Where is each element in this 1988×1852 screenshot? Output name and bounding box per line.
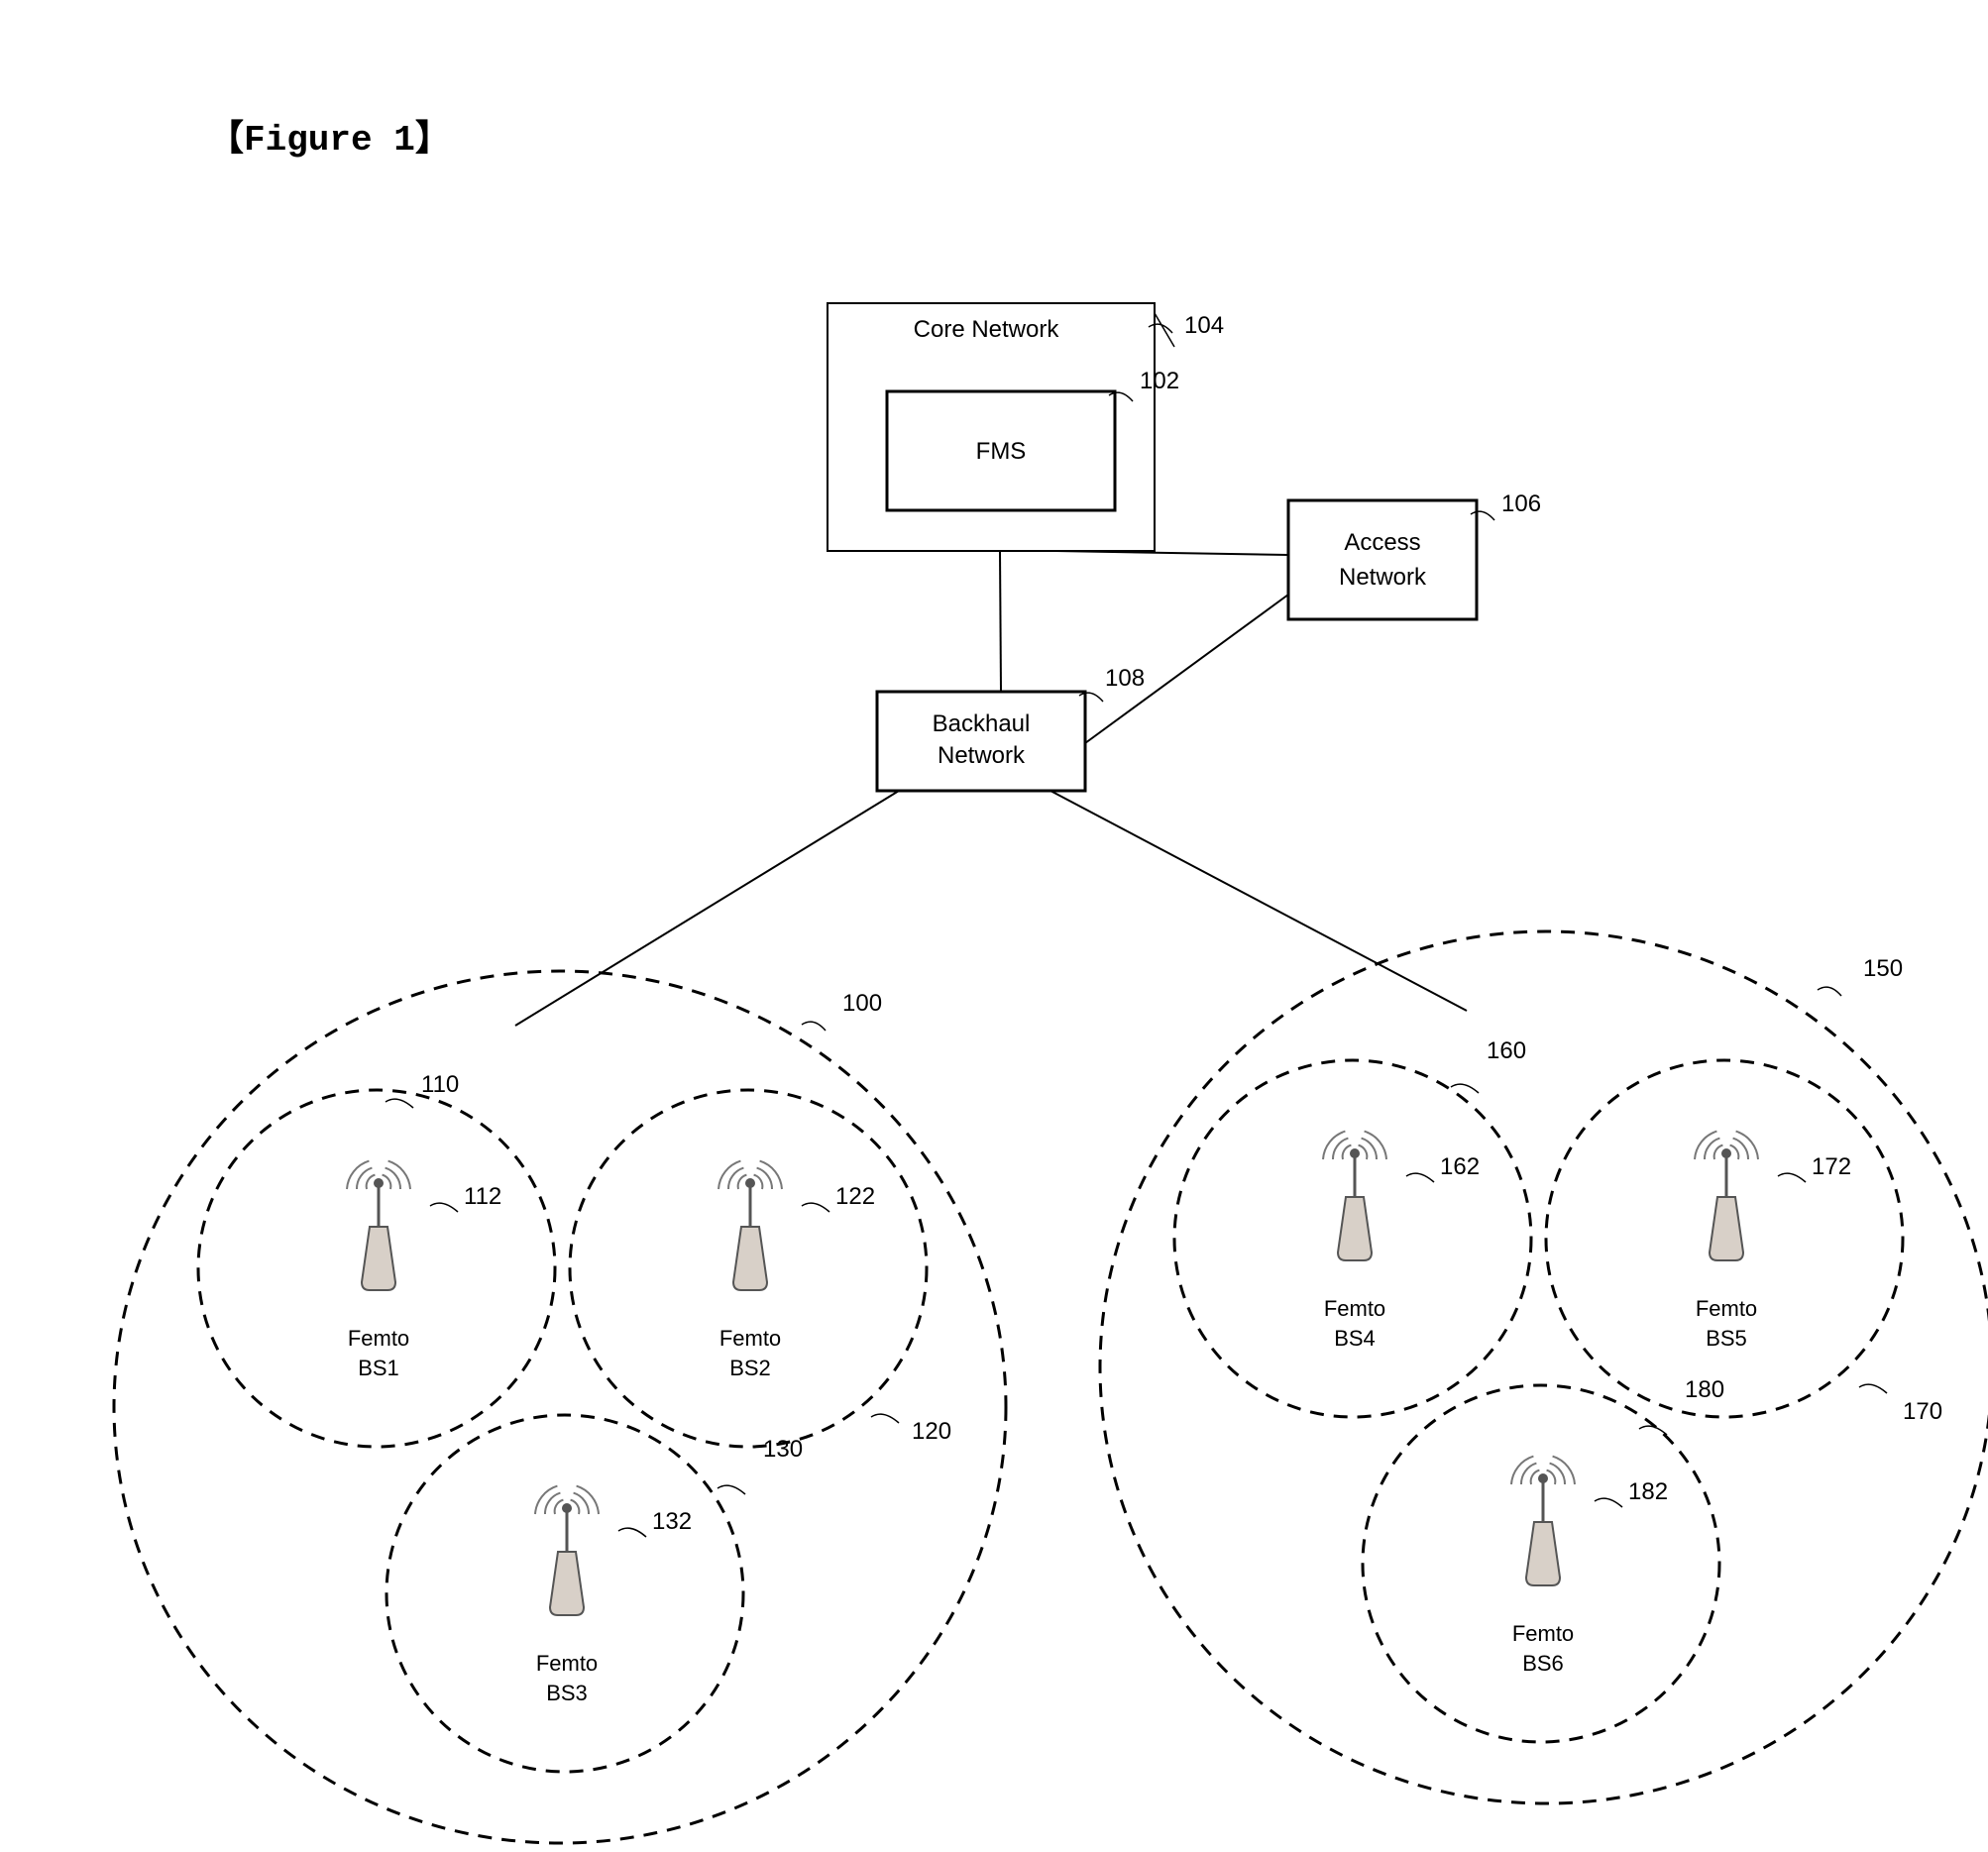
svg-text:Femto: Femto: [348, 1326, 409, 1351]
svg-text:104: 104: [1184, 312, 1224, 339]
leader-hook: [1778, 1173, 1806, 1182]
svg-text:102: 102: [1140, 368, 1179, 394]
svg-text:BS3: BS3: [546, 1681, 588, 1705]
leader-hook: [1109, 392, 1133, 401]
svg-text:Backhaul: Backhaul: [933, 710, 1031, 737]
svg-text:FMS: FMS: [976, 438, 1027, 465]
leader-hook: [1818, 987, 1841, 996]
backhaul-network-box: [877, 692, 1085, 791]
link-line: [1050, 791, 1467, 1011]
svg-text:Network: Network: [1339, 564, 1427, 591]
leader-hook: [1451, 1084, 1479, 1093]
leader-hook: [1639, 1426, 1667, 1435]
leader-hook: [386, 1099, 413, 1108]
svg-text:182: 182: [1628, 1478, 1668, 1505]
svg-text:132: 132: [652, 1508, 692, 1535]
svg-text:Core Network: Core Network: [914, 316, 1060, 343]
leader-hook: [802, 1203, 829, 1212]
cluster-left: [114, 971, 1006, 1843]
svg-text:172: 172: [1812, 1153, 1851, 1180]
leader-hook: [1595, 1498, 1622, 1507]
leader-hook: [1859, 1384, 1887, 1393]
link-line: [1000, 551, 1001, 692]
svg-text:Femto: Femto: [1324, 1296, 1385, 1321]
leader-hook: [1079, 693, 1103, 702]
svg-text:108: 108: [1105, 665, 1145, 692]
leader-hook: [618, 1528, 646, 1537]
antenna-icon: [347, 1161, 410, 1290]
antenna-icon: [1511, 1457, 1575, 1585]
leader-line: [1155, 313, 1174, 347]
svg-text:BS1: BS1: [358, 1356, 399, 1380]
leader-hook: [1406, 1173, 1434, 1182]
antenna-icon: [1695, 1132, 1758, 1260]
svg-text:170: 170: [1903, 1398, 1942, 1425]
leader-hook: [802, 1022, 826, 1031]
leader-hook: [871, 1414, 899, 1423]
leader-hook: [1471, 511, 1494, 520]
svg-text:180: 180: [1685, 1376, 1724, 1403]
svg-text:BS4: BS4: [1334, 1326, 1376, 1351]
link-line: [515, 791, 899, 1026]
svg-text:130: 130: [763, 1436, 803, 1463]
svg-text:100: 100: [842, 990, 882, 1017]
svg-text:Access: Access: [1344, 529, 1420, 556]
svg-text:BS6: BS6: [1522, 1651, 1564, 1676]
antenna-icon: [718, 1161, 782, 1290]
svg-text:BS2: BS2: [729, 1356, 771, 1380]
svg-text:110: 110: [421, 1071, 459, 1098]
svg-text:Femto: Femto: [719, 1326, 781, 1351]
access-network-box: [1288, 500, 1477, 619]
svg-text:122: 122: [835, 1183, 875, 1210]
svg-text:Femto: Femto: [1696, 1296, 1757, 1321]
svg-text:Network: Network: [938, 742, 1026, 769]
svg-text:112: 112: [464, 1183, 501, 1210]
svg-text:Femto: Femto: [1512, 1621, 1574, 1646]
antenna-icon: [535, 1486, 599, 1615]
svg-text:Femto: Femto: [536, 1651, 598, 1676]
svg-text:BS5: BS5: [1706, 1326, 1747, 1351]
leader-hook: [1149, 324, 1172, 333]
svg-text:160: 160: [1487, 1037, 1526, 1064]
svg-text:120: 120: [912, 1418, 951, 1445]
svg-text:106: 106: [1501, 490, 1541, 517]
svg-text:162: 162: [1440, 1153, 1480, 1180]
leader-hook: [718, 1485, 745, 1494]
leader-hook: [430, 1203, 458, 1212]
antenna-icon: [1323, 1132, 1386, 1260]
figure-caption: 【Figure 1】: [208, 109, 451, 161]
svg-text:150: 150: [1863, 955, 1903, 982]
